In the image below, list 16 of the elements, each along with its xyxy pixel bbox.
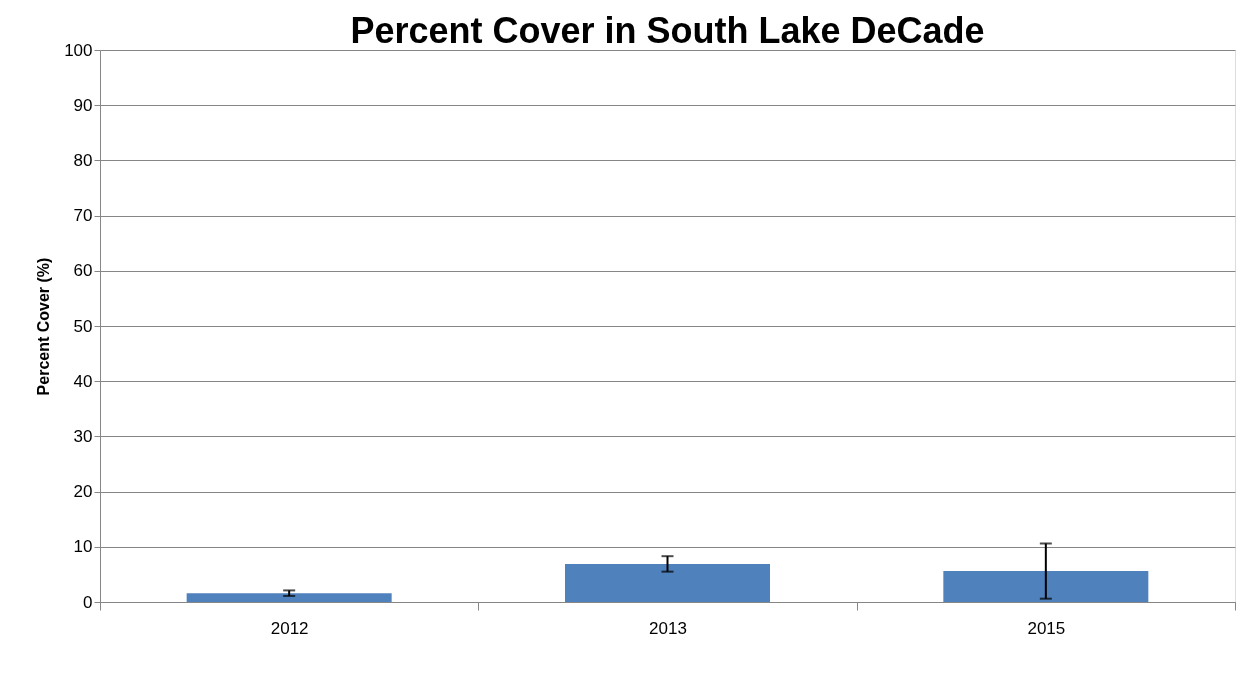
y-axis-title: Percent Cover (%) bbox=[35, 257, 53, 396]
x-tick-label: 2012 bbox=[270, 618, 309, 638]
y-tick-label: 0 bbox=[83, 592, 93, 612]
y-tick-label: 20 bbox=[73, 482, 93, 502]
y-tick-label: 60 bbox=[73, 261, 93, 281]
x-tick-label: 2013 bbox=[649, 618, 687, 638]
y-tick-label: 80 bbox=[73, 150, 93, 170]
y-tick-label: 50 bbox=[73, 316, 93, 336]
x-tick-label: 2015 bbox=[1027, 618, 1066, 638]
y-tick-label: 30 bbox=[73, 426, 93, 446]
y-tick-label: 10 bbox=[73, 537, 93, 557]
y-tick-label: 70 bbox=[73, 206, 93, 226]
y-tick-label: 40 bbox=[73, 371, 93, 391]
y-tick-label: 100 bbox=[64, 40, 93, 60]
chart-title: Percent Cover in South Lake DeCade bbox=[350, 10, 985, 51]
y-tick-label: 90 bbox=[73, 95, 93, 115]
